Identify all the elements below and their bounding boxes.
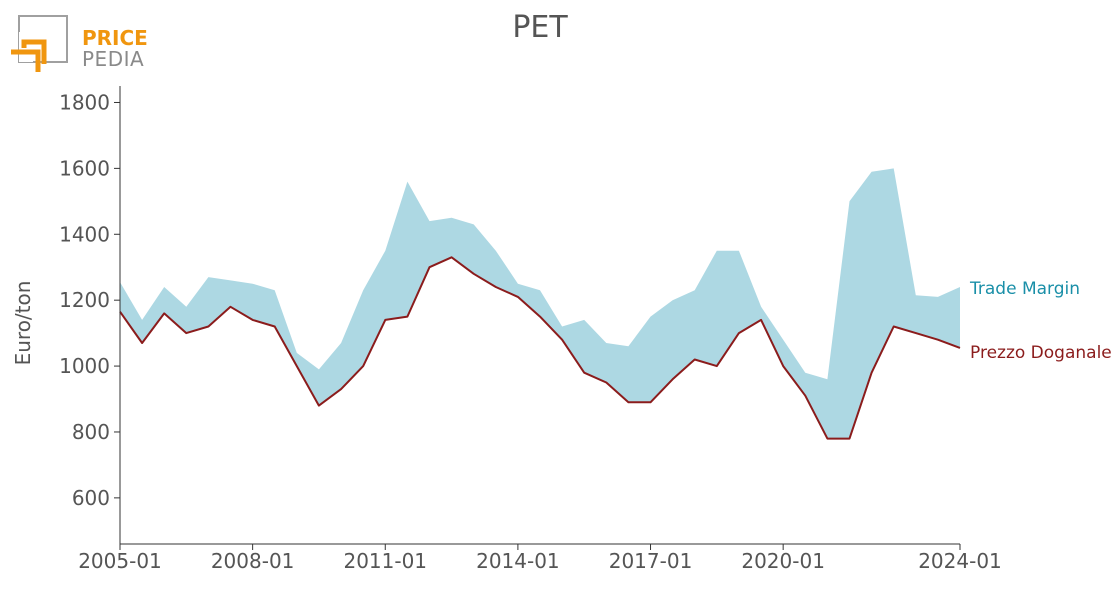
series-trade-margin-band [120, 168, 960, 439]
y-tick-label: 1800 [59, 90, 110, 114]
legend-label-prezzo-doganale: Prezzo Doganale [970, 343, 1112, 363]
y-tick-label: 1000 [59, 354, 110, 378]
y-tick-label: 1400 [59, 222, 110, 246]
logo-text-pedia: PEDIA [82, 47, 145, 71]
x-tick-label: 2024-01 [918, 549, 1002, 573]
pricepedia-logo: PRICE PEDIA [10, 12, 148, 76]
logo-text-price: PRICE [82, 26, 148, 50]
series-prezzo-doganale-line [119, 256, 961, 440]
logo-mark-icon [11, 15, 68, 72]
x-tick-label: 2014-01 [476, 549, 560, 573]
x-tick-label: 2017-01 [609, 549, 693, 573]
x-tick-label: 2020-01 [741, 549, 825, 573]
y-tick-label: 1200 [59, 288, 110, 312]
chart-title: PET [512, 10, 568, 45]
y-tick-label: 800 [72, 420, 110, 444]
legend-label-trade-margin: Trade Margin [969, 279, 1080, 299]
y-axis-label: Euro/ton [11, 281, 35, 366]
y-tick-label: 1600 [59, 156, 110, 180]
x-tick-label: 2008-01 [211, 549, 295, 573]
x-tick-label: 2005-01 [78, 549, 162, 573]
y-tick-label: 600 [72, 486, 110, 510]
x-tick-label: 2011-01 [343, 549, 427, 573]
